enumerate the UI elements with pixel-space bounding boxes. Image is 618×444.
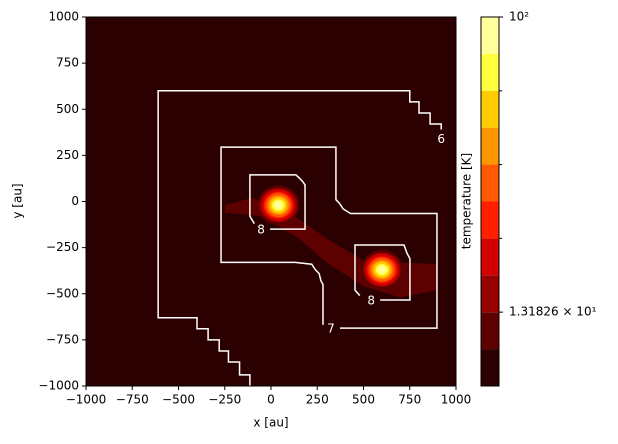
colorbar-band — [481, 164, 499, 202]
plot-area — [86, 17, 456, 386]
x-tick-label: 250 — [306, 393, 329, 407]
y-tick-label: 250 — [56, 148, 79, 162]
colorbar-band — [481, 201, 499, 239]
contour-line — [220, 146, 438, 329]
colorbar-band — [481, 275, 499, 313]
x-tick-label: 1000 — [441, 393, 472, 407]
colorbar-band — [481, 53, 499, 91]
hotspot-ring — [377, 265, 387, 274]
contour-label: 8 — [367, 294, 375, 308]
contour-line — [249, 174, 306, 230]
overlay: 6 7 8 8 −1000 −750 −500 −250 0 250 500 750 1000 −1000… — [38, 10, 596, 407]
colorbar-label: temperature [K] — [460, 153, 474, 249]
hotspot-ring — [274, 201, 283, 210]
colorbar-band — [481, 17, 499, 54]
y-axis-label: y [au] — [11, 183, 25, 218]
x-tick-label: 500 — [352, 393, 375, 407]
y-tick-label: −250 — [46, 240, 79, 254]
colorbar-tick-label: 10² — [509, 10, 529, 24]
x-tick-label: −250 — [208, 393, 241, 407]
colorbar-tick-label: 1.31826 × 10¹ — [509, 305, 597, 319]
colorbar-band — [481, 312, 499, 350]
y-tick-label: −500 — [46, 286, 79, 300]
contour-label: 7 — [327, 322, 335, 336]
x-axis-label: x [au] — [253, 416, 288, 430]
y-tick-label: 0 — [71, 194, 79, 208]
x-tick-label: −1000 — [66, 393, 107, 407]
colorbar-band — [481, 349, 499, 386]
y-tick-label: 750 — [56, 56, 79, 70]
colorbar-band — [481, 90, 499, 128]
y-tick-label: 500 — [56, 102, 79, 116]
y-tick-label: 1000 — [48, 10, 79, 24]
colorbar-band — [481, 127, 499, 165]
contour-line — [157, 90, 442, 386]
x-tick-label: −500 — [162, 393, 195, 407]
contour-label: 6 — [437, 132, 445, 146]
x-tick-label: −750 — [116, 393, 149, 407]
y-tick-label: −750 — [46, 332, 79, 346]
colorbar-band — [481, 238, 499, 276]
contour-line — [354, 244, 411, 301]
x-tick-label: 0 — [267, 393, 275, 407]
x-tick-label: 750 — [398, 393, 421, 407]
contour-label: 8 — [257, 223, 265, 237]
colorbar-frame — [480, 16, 500, 387]
y-tick-label: −1000 — [38, 379, 79, 393]
